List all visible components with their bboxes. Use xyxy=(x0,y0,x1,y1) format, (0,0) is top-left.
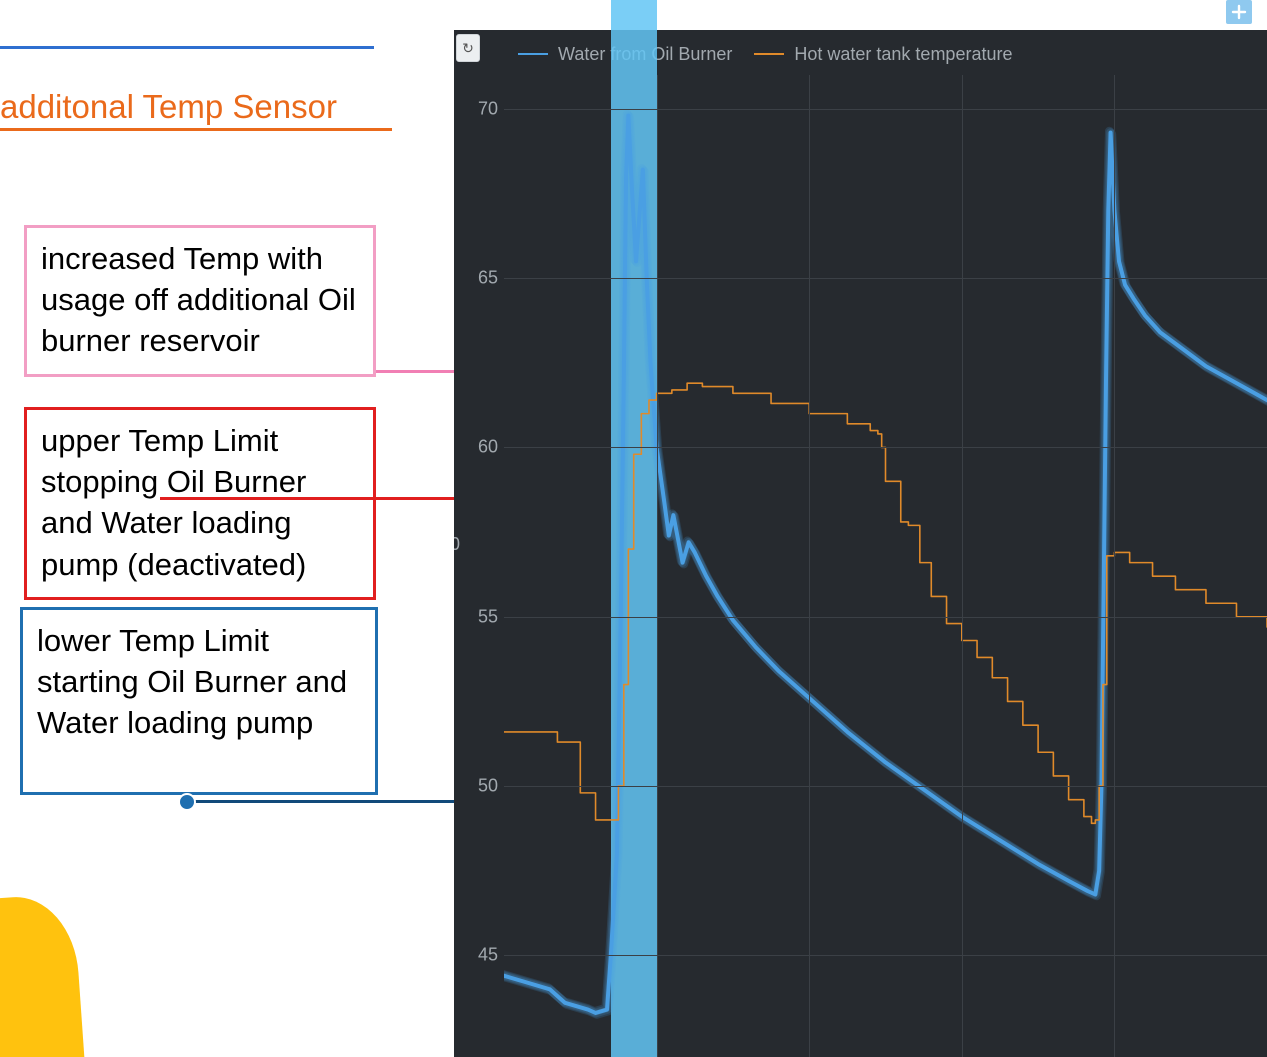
note-box-blue: lower Temp Limit starting Oil Burner and… xyxy=(20,607,378,795)
gridline-h xyxy=(504,786,1267,787)
y-tick-label: 60 xyxy=(454,437,498,458)
gridline-h xyxy=(504,955,1267,956)
legend-item[interactable]: Hot water tank temperature xyxy=(754,44,1012,65)
gridline-v xyxy=(809,75,810,1057)
chart-legend: Water from Oil BurnerHot water tank temp… xyxy=(518,40,1012,68)
note-text: increased Temp with usage off additional… xyxy=(41,241,356,358)
gridline-h xyxy=(504,447,1267,448)
plus-icon xyxy=(1231,4,1247,20)
legend-label: Hot water tank temperature xyxy=(794,44,1012,65)
add-button[interactable] xyxy=(1226,0,1252,24)
y-tick-label: 65 xyxy=(454,268,498,289)
y-tick-label: 70 xyxy=(454,98,498,119)
y-tick-label: 50 xyxy=(454,776,498,797)
y-tick-label: 55 xyxy=(454,606,498,627)
refresh-icon: ↻ xyxy=(462,40,474,57)
heading-additional-sensor: additonal Temp Sensor xyxy=(0,88,337,126)
highlight-band xyxy=(611,30,657,1057)
temperature-chart[interactable]: ↻ Water from Oil BurnerHot water tank te… xyxy=(454,30,1267,1057)
note-text: lower Temp Limit starting Oil Burner and… xyxy=(37,623,347,740)
note-box-red: upper Temp Limit stopping Oil Burner and… xyxy=(24,407,376,600)
refresh-button[interactable]: ↻ xyxy=(456,34,480,62)
gridline-v xyxy=(962,75,963,1057)
decorative-blob xyxy=(0,893,87,1057)
gridline-v xyxy=(657,75,658,1057)
note-text: upper Temp Limit stopping Oil Burner and… xyxy=(41,423,306,582)
gridline-h xyxy=(504,278,1267,279)
y-tick-label: 45 xyxy=(454,945,498,966)
chart-plot-area[interactable] xyxy=(504,75,1267,1057)
limit-line-dot xyxy=(178,793,196,811)
gridline-h xyxy=(504,109,1267,110)
note-box-pink: increased Temp with usage off additional… xyxy=(24,225,376,377)
heading-underline xyxy=(0,128,392,131)
highlight-band-above xyxy=(611,0,657,30)
top-rule xyxy=(0,46,374,49)
gridline-v xyxy=(1114,75,1115,1057)
gridline-h xyxy=(504,617,1267,618)
legend-swatch xyxy=(518,53,548,55)
y-axis-partial-label: 0 xyxy=(454,534,460,555)
legend-swatch xyxy=(754,53,784,55)
